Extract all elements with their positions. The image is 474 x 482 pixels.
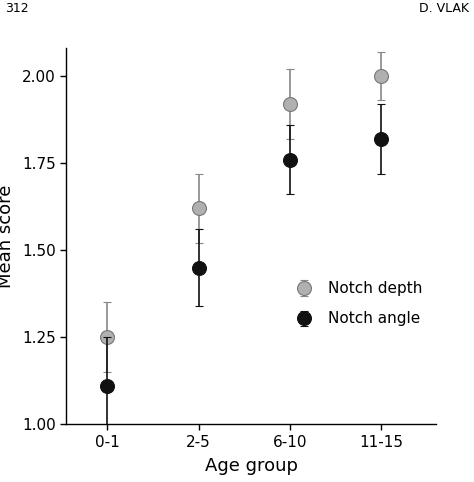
Y-axis label: Mean score: Mean score	[0, 185, 15, 288]
Legend: Notch depth, Notch angle: Notch depth, Notch angle	[282, 275, 428, 333]
Text: D. VLAK: D. VLAK	[419, 2, 469, 15]
X-axis label: Age group: Age group	[205, 456, 298, 474]
Text: 312: 312	[5, 2, 28, 15]
